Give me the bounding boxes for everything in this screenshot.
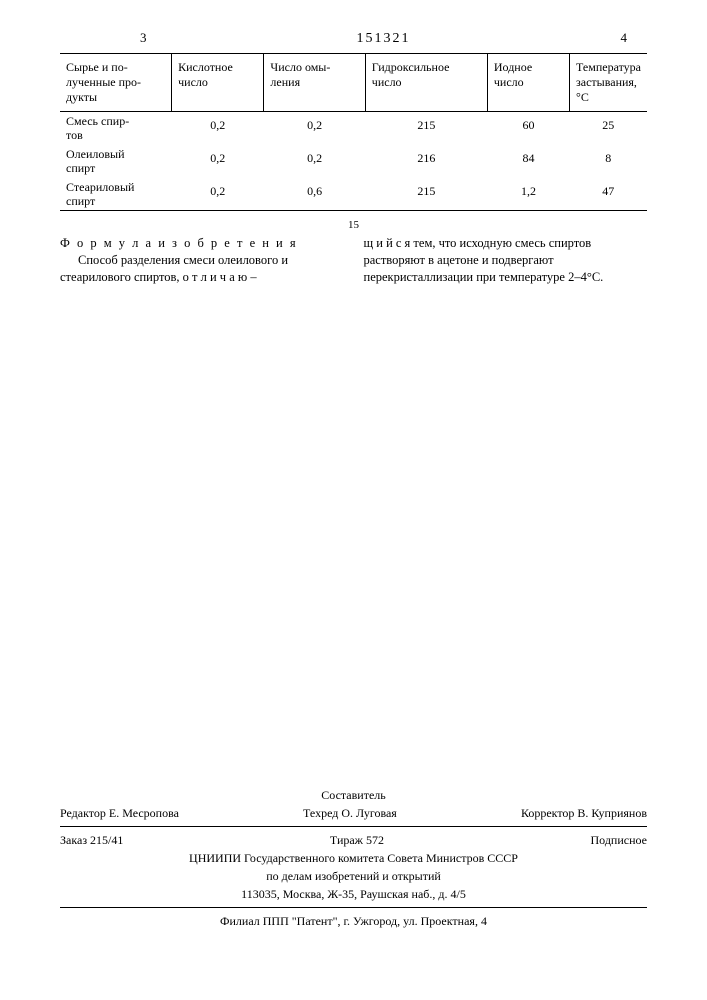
col-header: Температура застывания, °C <box>570 54 647 112</box>
print-run: Тираж 572 <box>330 831 384 849</box>
claims-text: Ф о р м у л а и з о б р е т е н и я Спос… <box>60 235 647 286</box>
left-column: Ф о р м у л а и з о б р е т е н и я Спос… <box>60 235 344 286</box>
branch-address: Филиал ППП "Патент", г. Ужгород, ул. Про… <box>60 912 647 930</box>
row-label: Олеиловый спирт <box>60 145 172 178</box>
cell: 25 <box>570 112 647 145</box>
cell: 47 <box>570 178 647 211</box>
page-right-num: 4 <box>621 30 628 46</box>
cell: 216 <box>365 145 487 178</box>
col-header: Сырье и по- лученные про- дукты <box>60 54 172 112</box>
row-label: Смесь спир- тов <box>60 112 172 145</box>
cell: 60 <box>487 112 569 145</box>
divider <box>60 907 647 908</box>
table-row: Стеариловый спирт 0,2 0,6 215 1,2 47 <box>60 178 647 211</box>
page-left-num: 3 <box>140 30 147 46</box>
credits-row: Редактор Е. Месропова Техред О. Луговая … <box>60 804 647 822</box>
corrector: Корректор В. Куприянов <box>521 804 647 822</box>
cell: 0,2 <box>172 112 264 145</box>
divider <box>60 826 647 827</box>
properties-table: Сырье и по- лученные про- дукты Кислотно… <box>60 53 647 211</box>
line-number: 15 <box>348 219 359 231</box>
document-page: 3 151321 4 Сырье и по- лученные про- дук… <box>0 0 707 1000</box>
cell: 0,6 <box>264 178 365 211</box>
org-line-2: по делам изобретений и открытий <box>60 867 647 885</box>
editor: Редактор Е. Месропова <box>60 804 179 822</box>
right-column: щ и й с я тем, что исходную смесь спирто… <box>364 235 648 286</box>
col-header: Гидроксильное число <box>365 54 487 112</box>
address: 113035, Москва, Ж-35, Раушская наб., д. … <box>60 885 647 903</box>
cell: 0,2 <box>264 112 365 145</box>
cell: 0,2 <box>172 145 264 178</box>
table-row: Смесь спир- тов 0,2 0,2 215 60 25 <box>60 112 647 145</box>
cell: 215 <box>365 112 487 145</box>
document-number: 151321 <box>357 31 411 47</box>
subscription: Подписное <box>591 831 648 849</box>
row-label: Стеариловый спирт <box>60 178 172 211</box>
cell: 0,2 <box>264 145 365 178</box>
table-header-row: Сырье и по- лученные про- дукты Кислотно… <box>60 54 647 112</box>
compiler-label: Составитель <box>60 786 647 804</box>
imprint-footer: Составитель Редактор Е. Месропова Техред… <box>60 786 647 930</box>
cell: 84 <box>487 145 569 178</box>
org-line-1: ЦНИИПИ Государственного комитета Совета … <box>60 849 647 867</box>
header-page-numbers: 3 151321 4 <box>60 30 647 47</box>
table-row: Олеиловый спирт 0,2 0,2 216 84 8 <box>60 145 647 178</box>
paragraph: щ и й с я тем, что исходную смесь спирто… <box>364 235 648 286</box>
techred: Техред О. Луговая <box>303 804 397 822</box>
order-row: Заказ 215/41 Тираж 572 Подписное <box>60 831 647 849</box>
cell: 215 <box>365 178 487 211</box>
cell: 1,2 <box>487 178 569 211</box>
mid-page-marker: 15 <box>60 219 647 231</box>
cell: 0,2 <box>172 178 264 211</box>
col-header: Иодное число <box>487 54 569 112</box>
paragraph: Способ разделения смеси олеилового и сте… <box>60 252 344 286</box>
formula-heading: Ф о р м у л а и з о б р е т е н и я <box>60 235 344 252</box>
cell: 8 <box>570 145 647 178</box>
col-header: Число омы- ления <box>264 54 365 112</box>
col-header: Кислотное число <box>172 54 264 112</box>
order-number: Заказ 215/41 <box>60 831 123 849</box>
